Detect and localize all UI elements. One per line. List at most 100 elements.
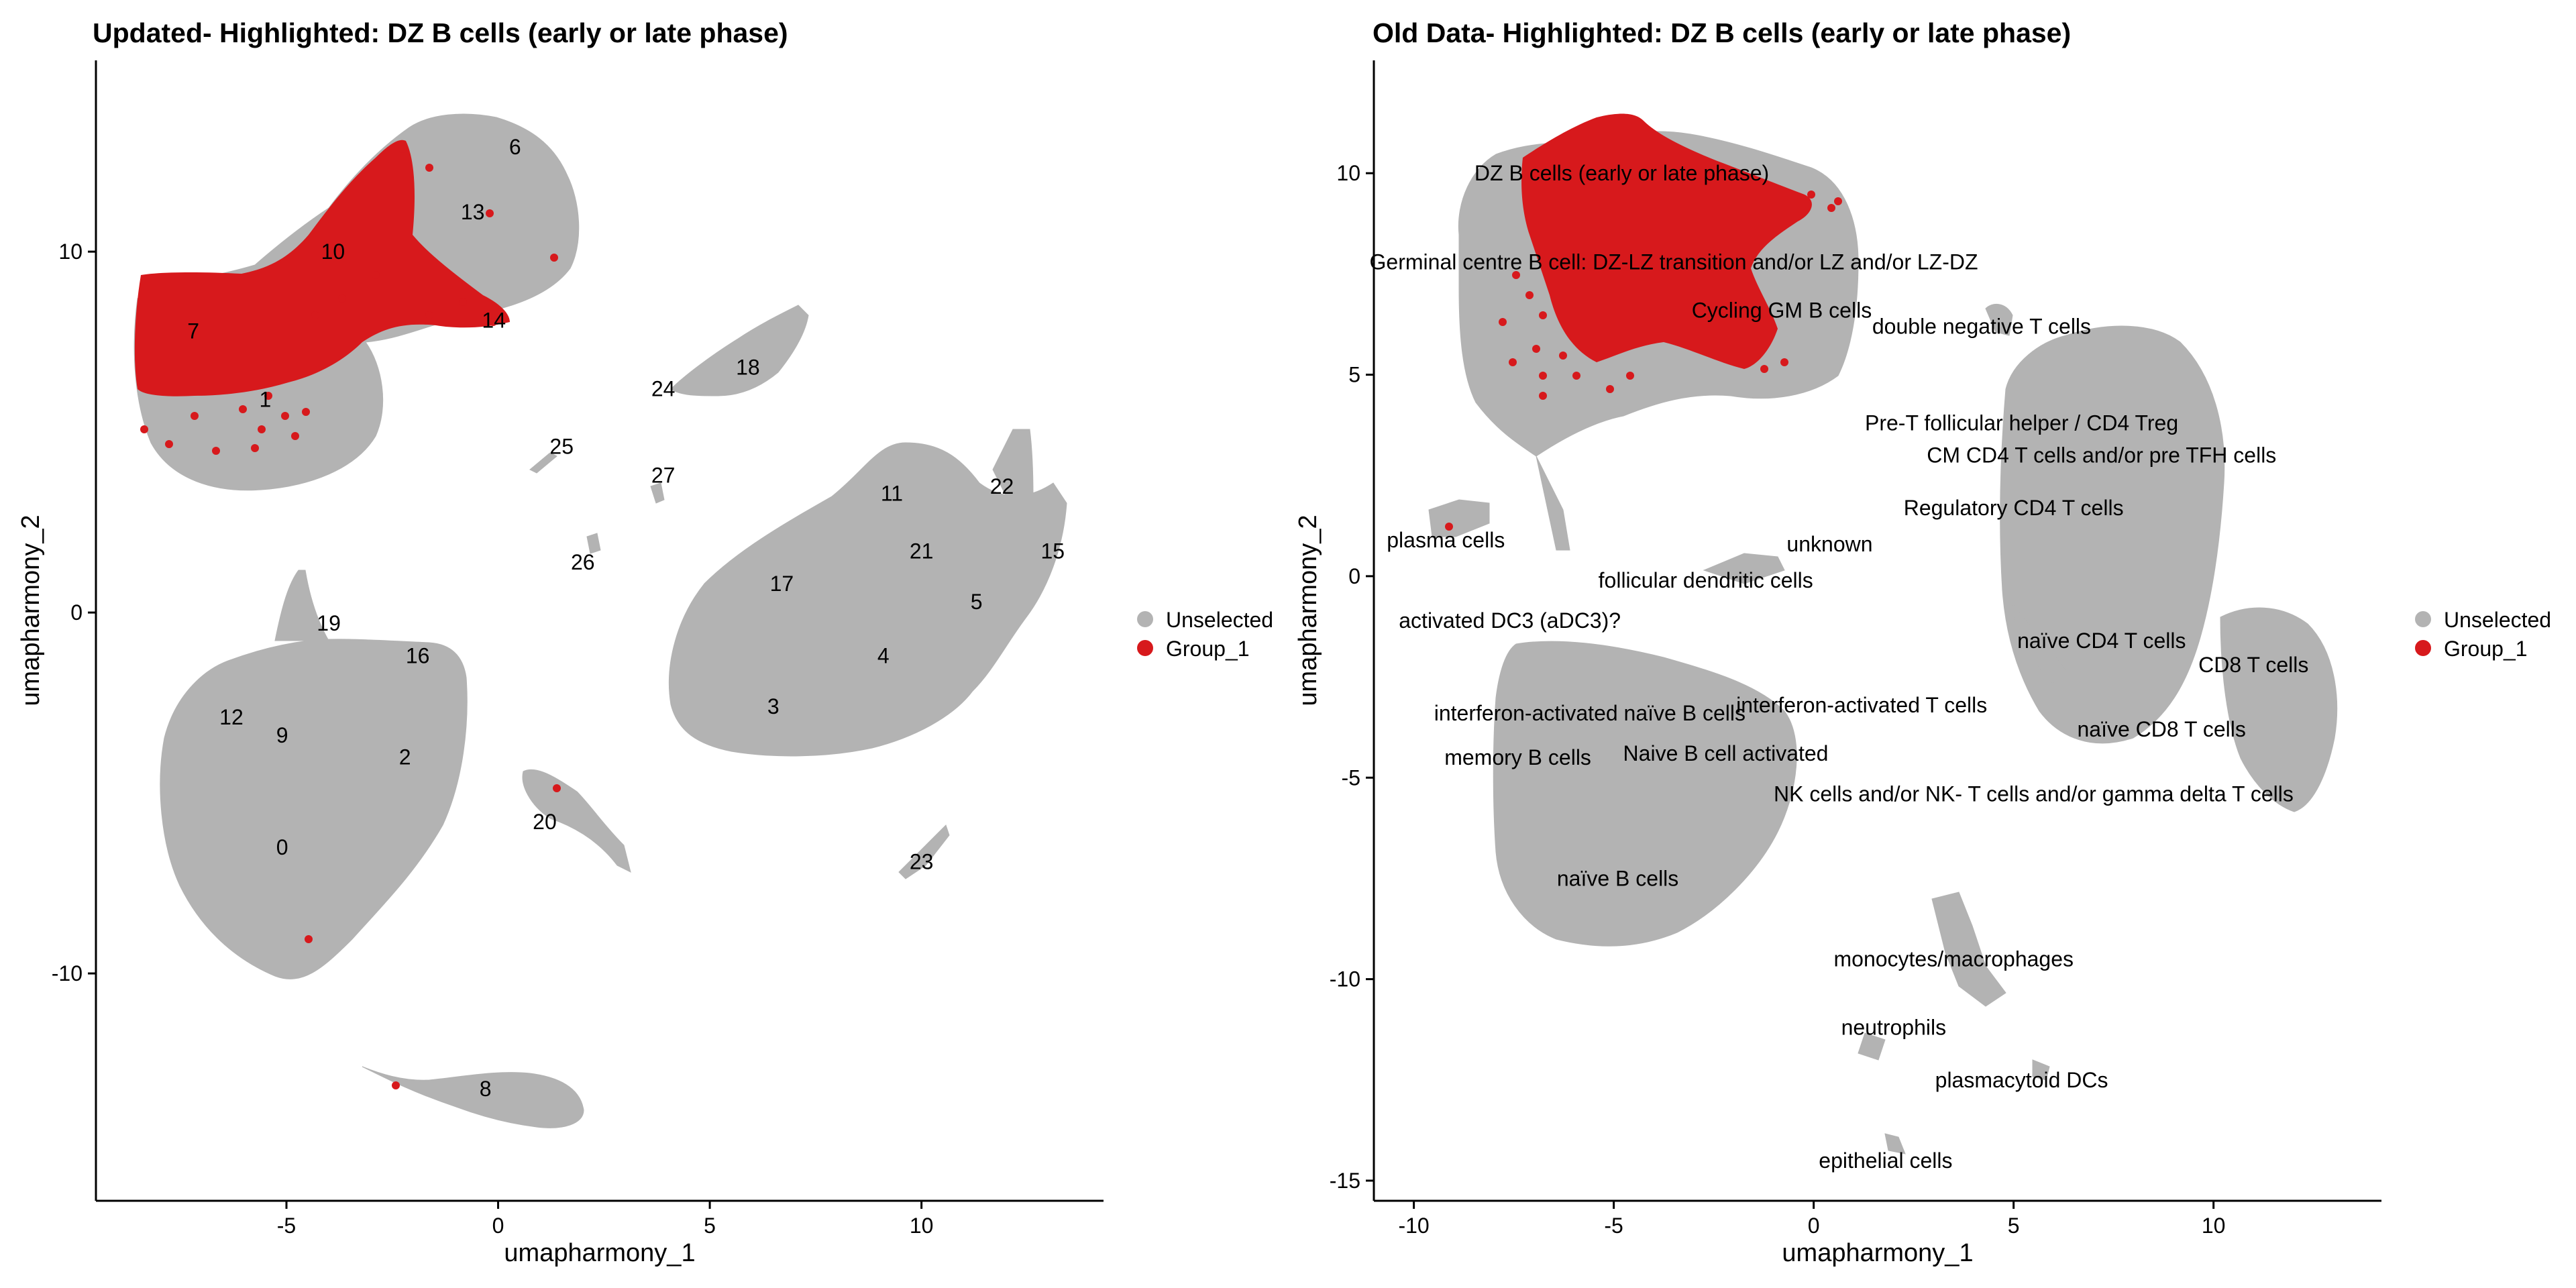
left-cluster-label: 20 bbox=[533, 810, 557, 834]
left-cluster-label: 5 bbox=[971, 590, 983, 614]
left-legend: Unselected Group_1 bbox=[1137, 608, 1273, 661]
left-x-tick-label: 5 bbox=[704, 1214, 716, 1238]
left-legend-unselected-label: Unselected bbox=[1166, 608, 1273, 632]
right-cluster-label: naïve CD8 T cells bbox=[2077, 717, 2245, 741]
right-y-axis-label: umapharmony_2 bbox=[1294, 515, 1322, 706]
right-cluster-label: double negative T cells bbox=[1872, 314, 2091, 338]
right-x-ticks: -10 -5 0 5 10 bbox=[1398, 1201, 2225, 1238]
right-cluster-label: naïve CD4 T cells bbox=[2017, 629, 2186, 653]
right-cluster-label: epithelial cells bbox=[1819, 1148, 1952, 1173]
left-cluster-label: 26 bbox=[571, 550, 595, 574]
left-x-ticks: -5 0 5 10 bbox=[277, 1201, 934, 1238]
right-legend: Unselected Group_1 bbox=[2415, 608, 2551, 661]
left-cluster-label: 9 bbox=[276, 723, 288, 747]
left-cluster-label: 12 bbox=[219, 705, 244, 729]
left-cluster-label: 13 bbox=[461, 200, 485, 224]
left-cluster-label: 16 bbox=[406, 644, 430, 668]
left-cluster-label: 3 bbox=[767, 694, 780, 718]
right-y-tick-label: -10 bbox=[1330, 967, 1360, 991]
right-group1-points bbox=[1521, 113, 1812, 370]
left-cluster-label: 8 bbox=[480, 1077, 492, 1101]
right-cluster-label: memory B cells bbox=[1444, 745, 1591, 769]
right-cluster-labels: DZ B cells (early or late phase) Germinal… bbox=[1370, 161, 2309, 1173]
left-cluster-label: 23 bbox=[910, 849, 934, 873]
right-cluster-label: unknown bbox=[1786, 532, 1872, 556]
left-scatter-panel: 0123456789101112131415161718192021222324… bbox=[17, 60, 1273, 1267]
right-y-ticks: -15 -10 -5 0 5 10 bbox=[1330, 161, 1374, 1193]
left-cluster-label: 18 bbox=[736, 355, 760, 379]
right-cluster-label: Pre-T follicular helper / CD4 Treg bbox=[1865, 411, 2178, 435]
left-y-axis-label: umapharmony_2 bbox=[17, 515, 45, 706]
left-cluster-label: 4 bbox=[877, 644, 890, 668]
left-y-ticks: -10 0 10 bbox=[52, 239, 96, 985]
left-cluster-label: 6 bbox=[509, 135, 521, 159]
left-group1-scatter-dots bbox=[140, 145, 561, 1089]
left-x-tick-label: 10 bbox=[910, 1214, 934, 1238]
left-x-tick-label: 0 bbox=[492, 1214, 504, 1238]
left-cluster-label: 15 bbox=[1040, 539, 1065, 564]
right-cluster-label: interferon-activated T cells bbox=[1736, 693, 1987, 717]
left-cluster-label: 24 bbox=[651, 377, 676, 401]
right-y-tick-label: 5 bbox=[1348, 363, 1360, 387]
left-cluster-label: 10 bbox=[321, 239, 345, 264]
left-cluster-label: 19 bbox=[317, 611, 341, 635]
right-cluster-label: Germinal centre B cell: DZ-LZ transition… bbox=[1370, 250, 1978, 274]
left-y-tick-label: -10 bbox=[52, 961, 83, 985]
left-x-tick-label: -5 bbox=[277, 1214, 296, 1238]
right-cluster-label: naïve B cells bbox=[1557, 866, 1678, 890]
right-group1-scatter-dots bbox=[1445, 191, 1842, 531]
right-cluster-label: CM CD4 T cells and/or pre TFH cells bbox=[1927, 443, 2276, 468]
left-cluster-label: 0 bbox=[276, 835, 288, 859]
right-cluster-label: plasmacytoid DCs bbox=[1935, 1068, 2108, 1092]
right-x-tick-label: -10 bbox=[1398, 1214, 1429, 1238]
left-cluster-label: 7 bbox=[187, 319, 199, 343]
left-cluster-label: 11 bbox=[881, 482, 903, 506]
left-x-axis-label: umapharmony_1 bbox=[504, 1239, 695, 1267]
left-cluster-label: 1 bbox=[260, 388, 272, 412]
right-y-tick-label: 0 bbox=[1348, 564, 1360, 588]
right-scatter-panel: DZ B cells (early or late phase) Germinal… bbox=[1294, 60, 2551, 1267]
left-cluster-label: 2 bbox=[399, 745, 411, 769]
left-cluster-label: 22 bbox=[990, 474, 1014, 498]
right-legend-group1-swatch bbox=[2415, 640, 2431, 656]
left-y-tick-label: 10 bbox=[58, 239, 83, 264]
right-cluster-label: follicular dendritic cells bbox=[1599, 568, 1813, 592]
right-x-tick-label: 5 bbox=[2008, 1214, 2020, 1238]
left-legend-group1-swatch bbox=[1137, 640, 1153, 656]
right-cluster-label: DZ B cells (early or late phase) bbox=[1474, 161, 1769, 185]
right-y-tick-label: -5 bbox=[1342, 765, 1360, 790]
right-cluster-label: CD8 T cells bbox=[2198, 653, 2308, 677]
right-legend-unselected-swatch bbox=[2415, 611, 2431, 627]
left-panel-title: Updated- Highlighted: DZ B cells (early … bbox=[93, 17, 788, 48]
left-group1-points bbox=[134, 140, 511, 396]
right-cluster-label: Cycling GM B cells bbox=[1692, 298, 1872, 322]
left-cluster-labels: 0123456789101112131415161718192021222324… bbox=[187, 135, 1065, 1101]
left-y-tick-label: 0 bbox=[70, 600, 83, 625]
left-cluster-label: 17 bbox=[770, 572, 794, 596]
right-x-tick-label: -5 bbox=[1604, 1214, 1623, 1238]
right-y-tick-label: -15 bbox=[1330, 1169, 1360, 1193]
left-cluster-label: 27 bbox=[651, 464, 676, 488]
right-y-tick-label: 10 bbox=[1336, 161, 1360, 185]
right-cluster-label: neutrophils bbox=[1841, 1016, 1947, 1040]
right-cluster-label: monocytes/macrophages bbox=[1833, 947, 2074, 971]
right-cluster-label: Regulatory CD4 T cells bbox=[1904, 496, 2124, 520]
right-x-tick-label: 10 bbox=[2202, 1214, 2226, 1238]
right-legend-unselected-label: Unselected bbox=[2444, 608, 2551, 632]
right-x-axis-label: umapharmony_1 bbox=[1782, 1239, 1973, 1267]
right-cluster-label: plasma cells bbox=[1387, 528, 1505, 552]
right-cluster-label: Naive B cell activated bbox=[1623, 741, 1829, 765]
left-cluster-label: 14 bbox=[482, 308, 506, 332]
right-panel-title: Old Data- Highlighted: DZ B cells (early… bbox=[1373, 17, 2072, 48]
right-cluster-label: activated DC3 (aDC3)? bbox=[1399, 608, 1621, 633]
left-unselected-points bbox=[133, 113, 1067, 1128]
right-cluster-label: NK cells and/or NK- T cells and/or gamma… bbox=[1774, 782, 2294, 806]
right-legend-group1-label: Group_1 bbox=[2444, 637, 2528, 661]
left-cluster-label: 25 bbox=[549, 435, 574, 459]
right-cluster-label: interferon-activated naïve B cells bbox=[1434, 701, 1746, 725]
right-x-tick-label: 0 bbox=[1808, 1214, 1820, 1238]
left-legend-unselected-swatch bbox=[1137, 611, 1153, 627]
left-cluster-label: 21 bbox=[910, 539, 934, 564]
left-legend-group1-label: Group_1 bbox=[1166, 637, 1250, 661]
